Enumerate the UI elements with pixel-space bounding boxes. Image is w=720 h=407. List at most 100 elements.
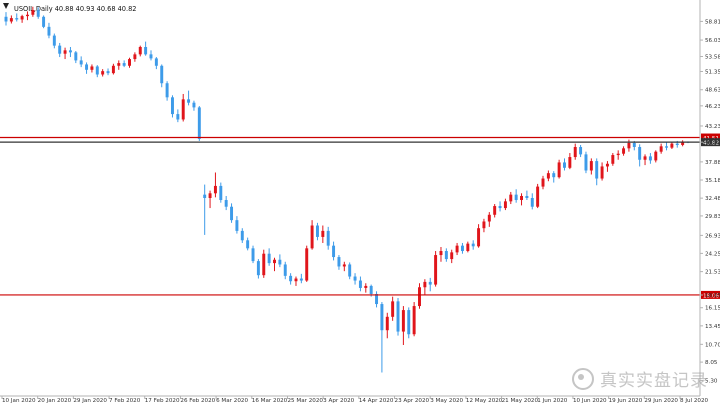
candle-body bbox=[101, 71, 105, 75]
candle-body bbox=[563, 162, 566, 168]
candle bbox=[128, 57, 131, 68]
x-tick-label: 7 Feb 2020 bbox=[109, 398, 141, 403]
candle-body bbox=[176, 114, 180, 120]
candle bbox=[573, 143, 577, 160]
candle bbox=[111, 63, 115, 75]
candle-body bbox=[15, 18, 19, 20]
candle-body bbox=[364, 285, 368, 288]
candle bbox=[15, 13, 19, 22]
level-price-tag bbox=[701, 290, 720, 299]
candle-body bbox=[498, 206, 502, 209]
candle bbox=[246, 237, 250, 251]
candle-body bbox=[418, 287, 421, 307]
candle bbox=[85, 62, 89, 74]
candle-body bbox=[74, 52, 78, 61]
candle-body bbox=[573, 146, 577, 158]
candle bbox=[385, 312, 389, 339]
candle bbox=[541, 175, 545, 190]
candle bbox=[36, 7, 40, 19]
candle-body bbox=[203, 194, 207, 198]
candle bbox=[208, 190, 212, 209]
candle bbox=[466, 241, 470, 253]
y-tick-label: 29.83 bbox=[705, 214, 720, 220]
x-tick-label: 23 Apr 2020 bbox=[395, 398, 430, 403]
candle bbox=[670, 142, 674, 150]
candle bbox=[611, 153, 615, 166]
candle bbox=[305, 245, 309, 282]
candle-body bbox=[149, 54, 153, 59]
candle-body bbox=[52, 35, 56, 46]
candle bbox=[428, 277, 432, 292]
candle bbox=[149, 50, 153, 61]
y-tick-label: 8.05 bbox=[705, 360, 718, 366]
y-tick-label: 10.70 bbox=[705, 342, 720, 348]
candle bbox=[503, 198, 507, 211]
candle bbox=[643, 154, 647, 166]
candle bbox=[418, 283, 421, 309]
candle bbox=[487, 212, 491, 227]
candle bbox=[20, 14, 24, 23]
candle-body bbox=[487, 214, 491, 222]
y-tick-label: 51.35 bbox=[705, 69, 720, 75]
candle bbox=[299, 273, 303, 284]
header-triangle-icon bbox=[3, 3, 9, 9]
candle-body bbox=[251, 248, 255, 262]
candle bbox=[26, 11, 29, 21]
candle-body bbox=[546, 173, 550, 179]
candle-body bbox=[493, 206, 497, 215]
candle bbox=[552, 171, 556, 183]
candle bbox=[315, 222, 319, 241]
candle bbox=[471, 240, 475, 250]
candle-body bbox=[391, 301, 395, 317]
candle-body bbox=[654, 151, 658, 161]
candle-body bbox=[385, 316, 389, 331]
y-tick-label: 46.23 bbox=[705, 104, 720, 110]
y-tick-label: 37.88 bbox=[705, 160, 720, 166]
x-tick-label: 19 Jun 2020 bbox=[609, 398, 643, 403]
candle-body bbox=[514, 194, 518, 201]
candle bbox=[681, 140, 685, 147]
candle-body bbox=[509, 194, 513, 202]
candle-body bbox=[31, 10, 35, 15]
y-tick-label: 24.25 bbox=[705, 251, 720, 257]
candle-body bbox=[26, 14, 29, 17]
level-price-tag bbox=[701, 138, 720, 147]
candle bbox=[358, 276, 362, 292]
x-tick-label: 29 Jun 2020 bbox=[644, 398, 678, 403]
candle-body bbox=[224, 200, 228, 207]
candle bbox=[348, 262, 352, 280]
candle-body bbox=[95, 66, 99, 75]
candle bbox=[224, 195, 228, 211]
x-tick-label: 10 Jun 2020 bbox=[573, 398, 607, 403]
candle-body bbox=[262, 253, 266, 276]
candle-body bbox=[273, 259, 276, 264]
candle bbox=[101, 69, 105, 77]
candle bbox=[638, 144, 642, 167]
level-price-label: 40.82 bbox=[703, 141, 719, 147]
candle bbox=[235, 216, 239, 234]
candle bbox=[423, 279, 427, 296]
candle-body bbox=[589, 161, 593, 171]
candle bbox=[396, 298, 400, 336]
candle-body bbox=[525, 195, 529, 198]
candle-body bbox=[369, 285, 373, 294]
candle bbox=[176, 109, 180, 123]
candle bbox=[58, 42, 62, 58]
candle-body bbox=[423, 281, 427, 288]
candle bbox=[332, 241, 336, 261]
y-tick-label: 26.93 bbox=[705, 233, 720, 239]
candle bbox=[165, 81, 169, 101]
candle bbox=[584, 151, 588, 174]
candle bbox=[170, 95, 174, 118]
candle bbox=[251, 245, 255, 264]
candle bbox=[74, 51, 78, 64]
candle-body bbox=[90, 66, 94, 70]
candle-body bbox=[616, 153, 620, 156]
candle bbox=[79, 56, 83, 68]
candle bbox=[197, 106, 201, 141]
candle-body bbox=[450, 252, 454, 260]
candle bbox=[407, 307, 411, 339]
candle bbox=[133, 52, 137, 62]
candle bbox=[536, 183, 540, 209]
